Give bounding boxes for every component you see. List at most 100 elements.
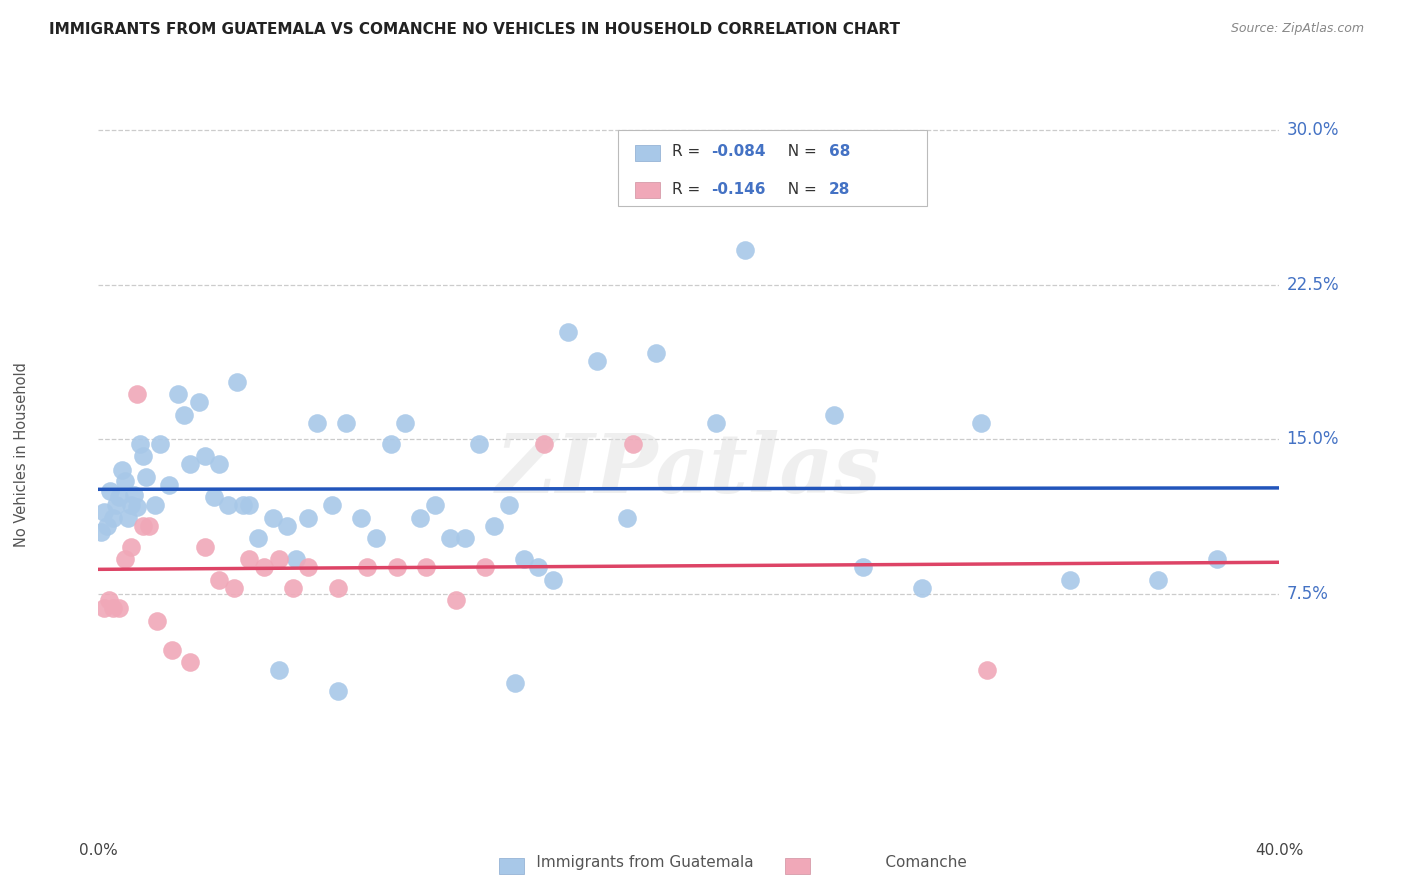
Point bbox=[179, 457, 201, 471]
Point bbox=[146, 614, 169, 628]
Point bbox=[226, 375, 249, 389]
Point bbox=[1206, 552, 1229, 566]
Point bbox=[474, 560, 496, 574]
Text: Comanche: Comanche bbox=[860, 855, 967, 870]
Point bbox=[167, 387, 190, 401]
Point bbox=[98, 483, 121, 498]
Point bbox=[350, 510, 373, 524]
Point bbox=[108, 601, 131, 615]
Point bbox=[114, 474, 136, 488]
Point bbox=[527, 560, 550, 574]
Point bbox=[108, 490, 131, 504]
Point bbox=[246, 532, 269, 546]
Point bbox=[498, 499, 520, 513]
Point bbox=[444, 593, 467, 607]
Point bbox=[512, 552, 534, 566]
Point bbox=[194, 540, 217, 554]
Point bbox=[335, 416, 357, 430]
Point bbox=[305, 416, 328, 430]
Point bbox=[297, 510, 319, 524]
Point bbox=[364, 532, 387, 546]
Point bbox=[297, 560, 319, 574]
Point bbox=[645, 346, 668, 360]
Point bbox=[173, 408, 195, 422]
Point bbox=[976, 663, 998, 677]
Point bbox=[356, 560, 378, 574]
Point bbox=[238, 499, 260, 513]
Point bbox=[179, 655, 201, 669]
Point bbox=[103, 510, 125, 524]
Point bbox=[439, 532, 461, 546]
Point bbox=[1147, 573, 1170, 587]
Point bbox=[704, 416, 727, 430]
Point bbox=[93, 505, 115, 519]
Text: ZIPatlas: ZIPatlas bbox=[496, 430, 882, 509]
Point bbox=[616, 510, 638, 524]
Text: -0.146: -0.146 bbox=[711, 182, 765, 197]
Text: 68: 68 bbox=[830, 145, 851, 159]
Point bbox=[105, 499, 128, 513]
Point bbox=[114, 552, 136, 566]
Point bbox=[823, 408, 845, 422]
Point bbox=[132, 519, 155, 533]
Text: N =: N = bbox=[779, 145, 823, 159]
Point bbox=[117, 510, 139, 524]
Point bbox=[503, 675, 526, 690]
Point bbox=[326, 581, 349, 595]
Point bbox=[217, 499, 239, 513]
Point bbox=[120, 499, 142, 513]
Point bbox=[285, 552, 308, 566]
Point bbox=[276, 519, 298, 533]
Point bbox=[415, 560, 437, 574]
Point bbox=[394, 416, 416, 430]
Point bbox=[187, 395, 209, 409]
Point bbox=[734, 243, 756, 257]
Point bbox=[557, 326, 579, 340]
Point bbox=[482, 519, 505, 533]
Text: 15.0%: 15.0% bbox=[1286, 431, 1339, 449]
Text: R =: R = bbox=[672, 182, 710, 197]
Point bbox=[208, 573, 231, 587]
Text: 30.0%: 30.0% bbox=[1286, 121, 1339, 139]
Point bbox=[162, 642, 183, 657]
Text: 40.0%: 40.0% bbox=[1256, 843, 1303, 858]
Text: 22.5%: 22.5% bbox=[1286, 276, 1339, 294]
Point bbox=[202, 490, 225, 504]
Point bbox=[135, 469, 157, 483]
Point bbox=[621, 436, 644, 450]
Text: 7.5%: 7.5% bbox=[1286, 585, 1329, 603]
Point bbox=[122, 488, 145, 502]
Point bbox=[157, 477, 180, 491]
Point bbox=[125, 500, 148, 515]
Text: Immigrants from Guatemala: Immigrants from Guatemala bbox=[512, 855, 754, 870]
Point bbox=[232, 499, 254, 513]
Point bbox=[468, 436, 491, 450]
Text: Source: ZipAtlas.com: Source: ZipAtlas.com bbox=[1230, 22, 1364, 36]
Point bbox=[97, 593, 120, 607]
Point bbox=[125, 387, 148, 401]
Text: R =: R = bbox=[672, 145, 704, 159]
Point bbox=[380, 436, 402, 450]
Text: -0.084: -0.084 bbox=[711, 145, 765, 159]
Text: 0.0%: 0.0% bbox=[79, 843, 118, 858]
Point bbox=[267, 552, 290, 566]
Point bbox=[120, 540, 142, 554]
Point bbox=[1059, 573, 1081, 587]
Point bbox=[586, 354, 609, 368]
Point bbox=[970, 416, 993, 430]
Point bbox=[149, 436, 172, 450]
Point bbox=[423, 499, 446, 513]
Text: No Vehicles in Household: No Vehicles in Household bbox=[14, 362, 28, 548]
Point bbox=[675, 169, 697, 183]
Text: IMMIGRANTS FROM GUATEMALA VS COMANCHE NO VEHICLES IN HOUSEHOLD CORRELATION CHART: IMMIGRANTS FROM GUATEMALA VS COMANCHE NO… bbox=[49, 22, 900, 37]
Point bbox=[911, 581, 934, 595]
Point bbox=[385, 560, 408, 574]
Point bbox=[96, 519, 118, 533]
Point bbox=[128, 436, 150, 450]
Point bbox=[409, 510, 432, 524]
Point bbox=[224, 581, 246, 595]
Point bbox=[90, 525, 112, 540]
Point bbox=[262, 510, 284, 524]
Point bbox=[138, 519, 160, 533]
Point bbox=[321, 499, 343, 513]
